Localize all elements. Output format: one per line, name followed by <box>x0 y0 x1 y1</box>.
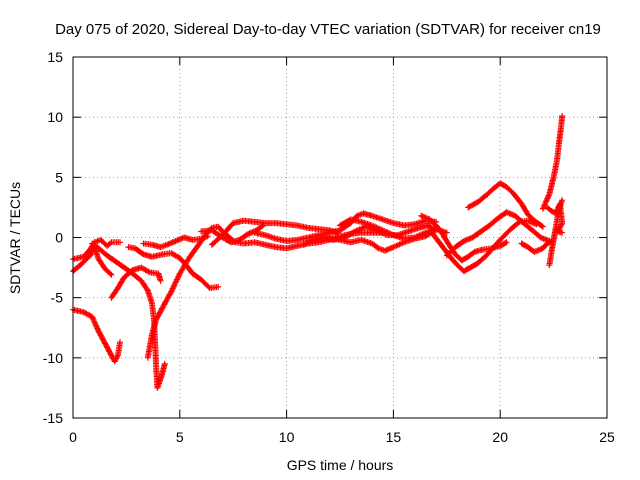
data-point-markers <box>70 306 123 365</box>
data-point-markers <box>465 180 546 230</box>
y-tick-label: 10 <box>47 109 63 125</box>
series-arc-5 <box>108 264 164 301</box>
data-point-markers <box>144 223 235 361</box>
x-tick-label: 0 <box>69 429 77 445</box>
data-point-markers <box>443 209 553 259</box>
y-axis-label: SDTVAR / TECUs <box>7 182 23 294</box>
y-tick-label: 15 <box>47 49 63 65</box>
x-tick-label: 15 <box>386 429 402 445</box>
x-tick-label: 5 <box>176 429 184 445</box>
x-tick-label: 25 <box>599 429 615 445</box>
grid-lines <box>73 57 607 418</box>
data-point-markers <box>208 217 341 248</box>
data-series <box>70 113 566 391</box>
series-arc-2 <box>70 306 123 365</box>
series-arc-23 <box>544 200 566 236</box>
data-point-markers <box>544 200 566 236</box>
series-arc-20 <box>518 238 555 255</box>
y-tick-label: -5 <box>51 290 64 306</box>
axis-ticks: 0 5 10 15 20 25 -15 -10 -5 0 5 10 15 <box>43 49 615 445</box>
data-point-markers <box>108 264 164 301</box>
data-point-markers <box>518 238 555 255</box>
y-tick-label: 0 <box>55 230 63 246</box>
series-arc-7 <box>144 223 235 361</box>
series-arc-21 <box>539 113 566 212</box>
y-tick-label: 5 <box>55 169 63 185</box>
data-point-markers <box>125 244 222 291</box>
series-arc-8 <box>125 244 222 291</box>
series-arc-10 <box>208 217 341 248</box>
data-point-markers <box>539 113 566 212</box>
y-tick-label: -10 <box>43 350 63 366</box>
series-arc-18 <box>443 209 553 259</box>
x-tick-label: 20 <box>492 429 508 445</box>
y-tick-label: -15 <box>43 410 63 426</box>
x-tick-label: 10 <box>279 429 295 445</box>
series-arc-19 <box>465 180 546 230</box>
chart-title: Day 075 of 2020, Sidereal Day-to-day VTE… <box>55 21 601 38</box>
x-axis-label: GPS time / hours <box>287 457 394 473</box>
